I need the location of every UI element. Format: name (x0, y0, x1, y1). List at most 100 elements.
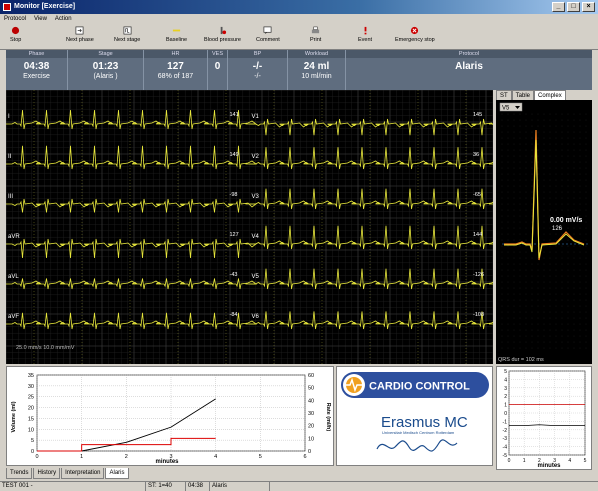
lead-label-right-5: V6 (252, 314, 260, 320)
ecg-trace-left-1 (6, 145, 258, 170)
lead-value-left-2: -98 (230, 192, 238, 198)
event-icon (364, 26, 366, 35)
status-protocol: Alaris (210, 482, 270, 491)
workload-rate: 10 ml/min (301, 73, 332, 80)
tab-trends[interactable]: Trends (6, 468, 33, 479)
small-xtick-label: 3 (553, 458, 556, 464)
maximize-button[interactable]: □ (567, 2, 580, 12)
institution-sub: Universitair Medisch Centrum Rotterdam (382, 430, 455, 435)
tab-interpretation[interactable]: Interpretation (61, 468, 105, 479)
tab-table[interactable]: Table (511, 90, 535, 100)
event-button[interactable]: Event (358, 26, 372, 43)
ecg-trace-left-0 (6, 109, 258, 130)
print-button[interactable]: Print (310, 26, 321, 43)
info-bar: Phase 04:38 Exercise Stage 01:23 (Alaris… (6, 50, 592, 90)
ecg-panel: I 141 II 149 III -98 aVR 127 aVL -43 aVF -84 V1 145 V2… (5, 89, 501, 364)
trend-ytick-right-label: 40 (308, 398, 314, 404)
stop-button[interactable]: Stop (10, 26, 21, 43)
menu-action[interactable]: Action (54, 16, 72, 22)
lead-select-value: V5 (502, 106, 510, 112)
trend-ytick-label: 15 (28, 416, 34, 422)
ecg-trace-right-5 (249, 311, 501, 330)
baseline-button[interactable]: Baseline (166, 26, 187, 43)
phase-name: Exercise (23, 73, 50, 80)
stop-icon (12, 26, 20, 35)
stage-name: (Alaris ) (93, 73, 118, 80)
protocol-value: Alaris (455, 61, 483, 72)
comment-button[interactable]: Comment (256, 26, 280, 43)
lead-value-right-2: -65 (473, 192, 481, 198)
lead-value-right-4: -126 (473, 272, 484, 278)
right-panel: ST Table Complex V5 0.00 mV/s 126 QRS du… (496, 90, 592, 364)
small-ytick-label: -5 (503, 453, 508, 459)
small-ytick-label: 2 (504, 394, 507, 400)
tab-st[interactable]: ST (496, 90, 512, 100)
qrs-duration: QRS dur = 102 ms (498, 357, 544, 363)
small-series-line-1 (509, 424, 585, 426)
trend-ytick-right-label: 60 (308, 373, 314, 379)
lead-label-right-2: V3 (252, 194, 260, 200)
trend-ytick-right-label: 50 (308, 386, 314, 392)
window-title: Monitor [Exercise] (14, 3, 76, 10)
phase-cell: Phase 04:38 Exercise (6, 50, 68, 90)
ecg-trace-right-4 (249, 268, 501, 290)
toolbar: Stop Next phase Next stage Baseline Bloo… (0, 24, 598, 50)
ecg-scale-label: 25.0 mm/s 10.0 mm/mV (16, 345, 75, 351)
status-time: 04:38 (186, 482, 210, 491)
lead-value-left-3: 127 (230, 232, 239, 238)
blood-pressure-icon (220, 26, 227, 35)
lead-label-right-0: V1 (252, 114, 260, 120)
trend-chart: 0 5 10 15 20 25 30 35 0 10 20 30 40 50 60 0 1 2 3 4 5 6 minut… (6, 366, 334, 466)
tab-complex[interactable]: Complex (534, 90, 566, 100)
hr-percent: 68% of 187 (157, 73, 194, 80)
small-trend-chart: 5 4 3 2 1 0 -1 -2 -3 -4 -5 0 1 2 3 4 5 minutes (496, 366, 592, 470)
next-stage-button[interactable]: Next stage (114, 26, 140, 43)
small-xtick-label: 4 (568, 458, 571, 464)
lead-label-right-3: V4 (252, 234, 260, 240)
hr-mark: 126 (552, 226, 563, 232)
lead-label-left-0: I (8, 114, 10, 120)
status-patient: TEST 001 - (0, 482, 146, 491)
lead-label-right-1: V2 (252, 154, 260, 160)
trend-ytick-label: 30 (28, 384, 34, 390)
hr-value: 127 (167, 61, 184, 72)
baseline-icon (172, 29, 181, 32)
title-bar: Monitor [Exercise] _ □ × (0, 0, 598, 14)
tab-history[interactable]: History (33, 468, 61, 479)
trend-ytick-label: 0 (31, 449, 34, 455)
ves-cell: VES 0 (208, 50, 228, 90)
menu-protocol[interactable]: Protocol (4, 16, 27, 22)
trend-ytick-right-label: 10 (308, 436, 314, 442)
small-ytick-label: -4 (503, 445, 508, 451)
small-ytick-label: 5 (504, 369, 507, 375)
next-phase-button[interactable]: Next phase (66, 26, 94, 43)
status-bar: TEST 001 - ST: 1=40 04:38 Alaris (0, 481, 598, 491)
trend-xtick-label: 3 (169, 454, 172, 460)
trend-ytick-label: 20 (28, 406, 34, 412)
menu-view[interactable]: View (34, 16, 47, 22)
hr-cell: HR 127 68% of 187 (144, 50, 208, 90)
lead-label-left-3: aVR (8, 234, 20, 240)
logo-panel: CARDIO CONTROL Erasmus MC Universitair M… (336, 366, 493, 466)
ecg-trace-left-3 (6, 238, 258, 259)
blood-pressure-button[interactable]: Blood pressure (204, 26, 241, 43)
cardio-control-logo (341, 372, 489, 398)
trend-xtick-label: 5 (259, 454, 262, 460)
bp-sub: -/- (254, 73, 261, 80)
small-ytick-label: -3 (503, 436, 508, 442)
trend-xtick-label: 1 (80, 454, 83, 460)
emergency-stop-button[interactable]: Emergency stop (395, 26, 435, 43)
close-button[interactable]: × (582, 2, 595, 12)
minimize-button[interactable]: _ (552, 2, 565, 12)
trend-ylabel-left: Volume (ml) (11, 401, 17, 432)
stage-cell: Stage 01:23 (Alaris ) (68, 50, 144, 90)
small-ytick-label: -1 (503, 419, 508, 425)
menu-bar: Protocol View Action (0, 14, 598, 24)
lead-select[interactable] (499, 102, 523, 112)
small-ytick-label: -2 (503, 428, 508, 434)
tab-alaris[interactable]: Alaris (105, 468, 129, 479)
trend-ytick-label: 35 (28, 373, 34, 379)
small-xtick-label: 0 (508, 458, 511, 464)
lead-value-left-5: -84 (230, 312, 238, 318)
